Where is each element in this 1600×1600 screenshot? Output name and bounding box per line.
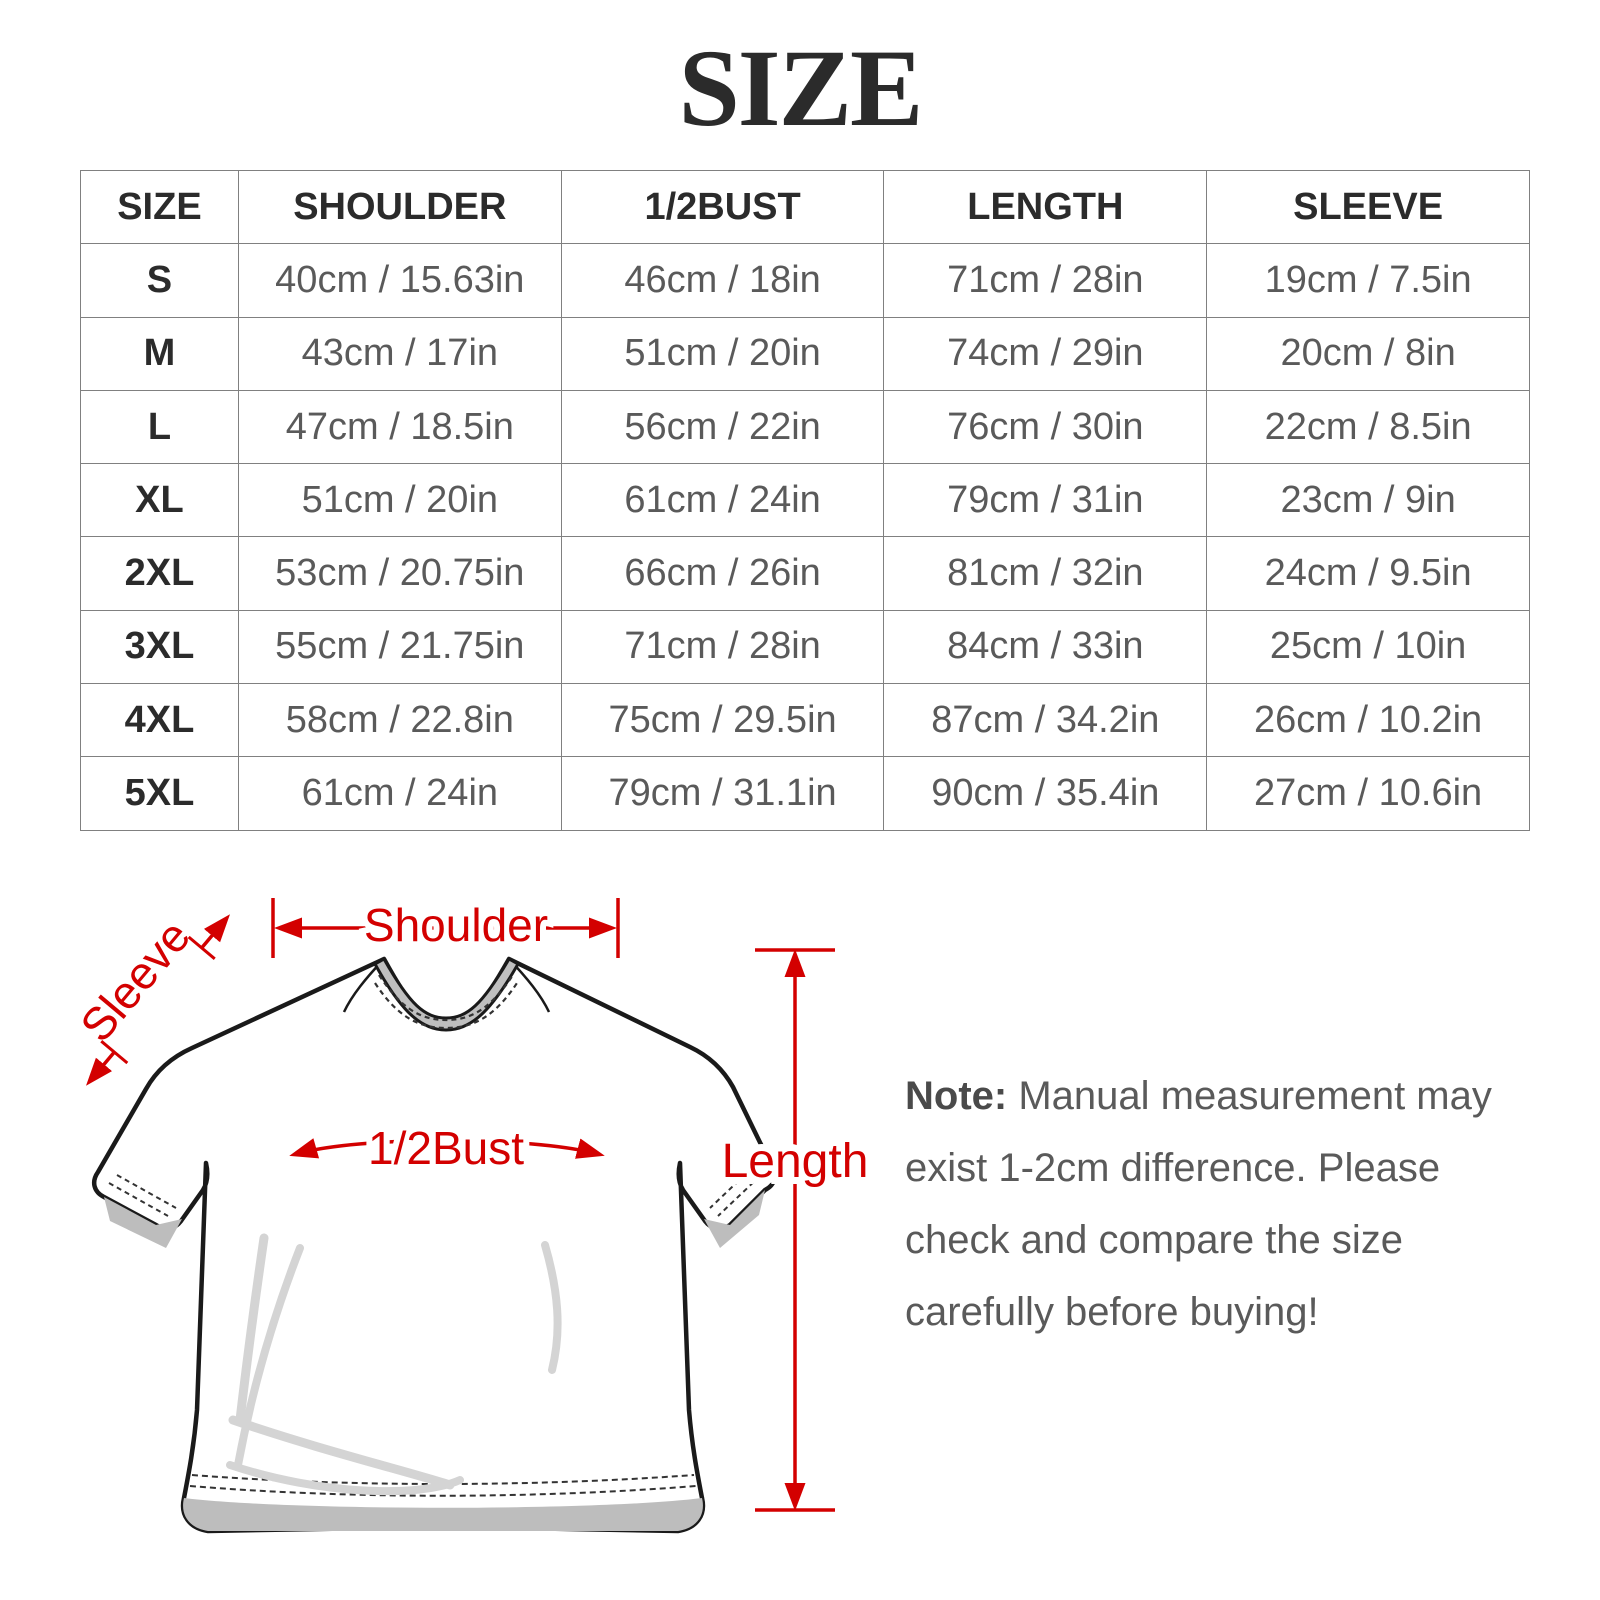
svg-text:Length: Length — [722, 1135, 869, 1188]
svg-text:1/2Bust: 1/2Bust — [368, 1122, 524, 1174]
svg-text:Sleeve: Sleeve — [70, 910, 200, 1051]
svg-text:Shoulder: Shoulder — [364, 899, 548, 951]
